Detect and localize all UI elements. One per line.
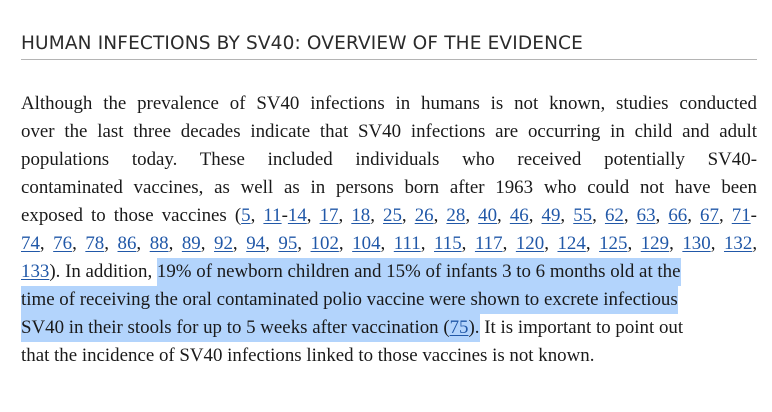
reference-separator: , bbox=[669, 233, 683, 254]
reference-separator: , bbox=[420, 233, 435, 254]
paragraph-line: SV40 in their stools for up to 5 weeks a… bbox=[21, 314, 757, 342]
reference-separator: , bbox=[502, 233, 516, 254]
reference-separator: , bbox=[623, 205, 637, 226]
highlighted-text-part: SV40 in their stools for up to 5 weeks a… bbox=[21, 317, 450, 338]
reference-separator: - bbox=[750, 205, 757, 226]
reference-link[interactable]: 17 bbox=[319, 205, 339, 226]
reference-separator: , bbox=[461, 233, 475, 254]
reference-link[interactable]: 55 bbox=[573, 205, 593, 226]
paragraph-line: 74, 76, 78, 86, 88, 89, 92, 94, 95, 102,… bbox=[21, 230, 757, 258]
reference-separator: , bbox=[433, 205, 447, 226]
paragraph-text: It is important to point out bbox=[479, 317, 684, 338]
reference-separator: , bbox=[560, 205, 574, 226]
paragraph-line: populations today. These included indivi… bbox=[21, 149, 757, 170]
reference-link[interactable]: 11 bbox=[263, 205, 282, 226]
reference-link[interactable]: 66 bbox=[668, 205, 688, 226]
highlighted-text: 19% of newborn children and 15% of infan… bbox=[156, 258, 681, 286]
reference-link[interactable]: 46 bbox=[509, 205, 529, 226]
reference-separator: , bbox=[465, 205, 479, 226]
reference-separator: , bbox=[297, 233, 311, 254]
reference-link[interactable]: 26 bbox=[414, 205, 434, 226]
reference-link[interactable]: 14 bbox=[287, 205, 307, 226]
reference-link[interactable]: 18 bbox=[351, 205, 371, 226]
reference-separator: , bbox=[655, 205, 669, 226]
highlighted-text: time of receiving the oral contaminated … bbox=[21, 286, 678, 314]
reference-link[interactable]: 94 bbox=[246, 233, 266, 254]
reference-link[interactable]: 71 bbox=[731, 205, 751, 226]
reference-link[interactable]: 120 bbox=[515, 233, 545, 254]
paragraph-line: time of receiving the oral contaminated … bbox=[21, 286, 757, 314]
paragraph-line: over the last three decades indicate tha… bbox=[21, 121, 757, 142]
reference-separator: , bbox=[687, 205, 701, 226]
reference-link[interactable]: 5 bbox=[241, 205, 251, 226]
reference-link[interactable]: 130 bbox=[682, 233, 711, 254]
reference-link[interactable]: 86 bbox=[117, 233, 137, 254]
reference-separator: , bbox=[168, 233, 182, 254]
reference-link[interactable]: 92 bbox=[214, 233, 233, 254]
reference-link[interactable]: 129 bbox=[640, 233, 670, 254]
reference-separator: , bbox=[585, 233, 600, 254]
reference-link[interactable]: 132 bbox=[723, 233, 753, 254]
reference-separator: , bbox=[718, 205, 732, 226]
paragraph-line: exposed to those vaccines (5, 11-14, 17,… bbox=[21, 202, 757, 230]
reference-separator: , bbox=[592, 205, 605, 226]
paragraph-line: contaminated vaccines, as well as in per… bbox=[21, 177, 757, 198]
reference-link[interactable]: 111 bbox=[393, 233, 421, 254]
reference-link[interactable]: 78 bbox=[85, 233, 105, 254]
reference-separator: , bbox=[200, 233, 215, 254]
section-heading: HUMAN INFECTIONS BY SV40: OVERVIEW OF TH… bbox=[21, 0, 757, 60]
highlighted-text: SV40 in their stools for up to 5 weeks a… bbox=[21, 314, 480, 342]
reference-link[interactable]: 40 bbox=[478, 205, 498, 226]
reference-link[interactable]: 63 bbox=[636, 205, 656, 226]
reference-link[interactable]: 115 bbox=[434, 233, 462, 254]
reference-separator: , bbox=[265, 233, 279, 254]
reference-link[interactable]: 25 bbox=[383, 205, 402, 226]
reference-separator: , bbox=[39, 233, 54, 254]
paragraph-text: ). In addition, bbox=[49, 261, 157, 282]
reference-separator: , bbox=[380, 233, 394, 254]
reference-separator: , bbox=[710, 233, 724, 254]
reference-separator: - bbox=[281, 205, 288, 226]
reference-link[interactable]: 88 bbox=[149, 233, 169, 254]
reference-link[interactable]: 67 bbox=[700, 205, 719, 226]
paragraph-line: that the incidence of SV40 infections li… bbox=[21, 345, 595, 366]
reference-link[interactable]: 75 bbox=[449, 317, 469, 338]
article-section: HUMAN INFECTIONS BY SV40: OVERVIEW OF TH… bbox=[21, 0, 757, 370]
reference-separator: , bbox=[338, 233, 353, 254]
reference-separator: , bbox=[401, 205, 415, 226]
reference-separator: , bbox=[528, 205, 542, 226]
reference-link[interactable]: 102 bbox=[310, 233, 339, 254]
reference-separator: , bbox=[370, 205, 384, 226]
reference-link[interactable]: 104 bbox=[352, 233, 381, 254]
paragraph-line: Although the prevalence of SV40 infectio… bbox=[21, 93, 757, 114]
body-paragraph: Although the prevalence of SV40 infectio… bbox=[21, 60, 757, 370]
highlighted-text-part: ). bbox=[468, 317, 480, 338]
reference-separator: , bbox=[306, 205, 320, 226]
reference-separator: , bbox=[232, 233, 247, 254]
paragraph-text: exposed to those vaccines ( bbox=[21, 205, 242, 226]
reference-separator: , bbox=[72, 233, 86, 254]
paragraph-line: 133). In addition, 19% of newborn childr… bbox=[21, 258, 757, 286]
reference-separator: , bbox=[250, 205, 264, 226]
reference-separator: , bbox=[338, 205, 352, 226]
reference-link[interactable]: 76 bbox=[53, 233, 73, 254]
reference-link[interactable]: 89 bbox=[181, 233, 201, 254]
reference-link[interactable]: 28 bbox=[446, 205, 466, 226]
reference-link[interactable]: 124 bbox=[557, 233, 586, 254]
reference-separator: , bbox=[104, 233, 118, 254]
reference-separator: , bbox=[497, 205, 510, 226]
reference-link[interactable]: 74 bbox=[21, 233, 40, 254]
reference-link[interactable]: 117 bbox=[474, 233, 503, 254]
reference-link[interactable]: 49 bbox=[541, 205, 561, 226]
reference-separator: , bbox=[752, 233, 758, 254]
reference-separator: , bbox=[627, 233, 641, 254]
reference-link[interactable]: 95 bbox=[278, 233, 298, 254]
reference-link[interactable]: 62 bbox=[604, 205, 624, 226]
reference-link[interactable]: 125 bbox=[599, 233, 628, 254]
reference-link[interactable]: 133 bbox=[21, 261, 50, 282]
reference-separator: , bbox=[136, 233, 150, 254]
reference-separator: , bbox=[544, 233, 558, 254]
